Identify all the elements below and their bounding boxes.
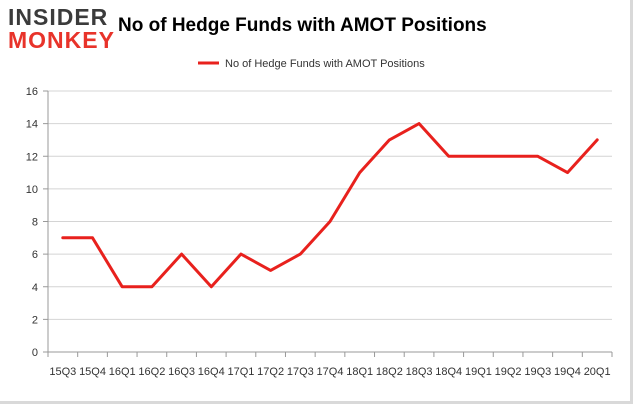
y-tick-label: 0	[32, 347, 38, 359]
x-tick-label: 15Q3	[49, 366, 76, 378]
data-point	[477, 155, 480, 158]
data-point	[239, 252, 243, 256]
x-tick-labels: 15Q3 15Q4 16Q1 16Q2 16Q3 16Q4 17Q1 17Q2 17Q3 17Q4…	[49, 366, 610, 378]
y-tick-label: 2	[32, 314, 38, 326]
x-tick-label: 17Q4	[317, 366, 344, 378]
x-tick-label: 18Q2	[376, 366, 403, 378]
data-point	[269, 269, 272, 272]
x-tick-label: 20Q1	[584, 366, 611, 378]
data-point	[210, 285, 213, 288]
x-tick-label: 19Q4	[554, 366, 581, 378]
data-point	[61, 236, 65, 240]
x-tick-label: 16Q3	[168, 366, 195, 378]
logo-line-1: INSIDER	[8, 4, 109, 30]
legend: No of Hedge Funds with AMOT Positions	[198, 58, 425, 70]
chart-title: No of Hedge Funds with AMOT Positions	[118, 15, 487, 36]
y-tick-label: 14	[26, 119, 38, 131]
y-tick-labels: 0 2 4 6 8 10 12 14 16	[26, 86, 38, 359]
x-tick-label: 17Q2	[257, 366, 284, 378]
data-point	[121, 285, 124, 288]
data-point	[388, 138, 391, 142]
insider-monkey-logo: INSIDER MONKEY	[8, 2, 116, 54]
data-point	[566, 171, 569, 174]
x-tick-label: 16Q4	[198, 366, 225, 378]
data-point	[447, 155, 450, 158]
data-point	[299, 252, 302, 256]
x-tick-label: 18Q3	[406, 366, 433, 378]
data-point	[150, 285, 154, 288]
x-tick-label: 16Q1	[109, 366, 136, 378]
series-lines	[61, 122, 599, 289]
data-point	[180, 252, 183, 256]
x-tick-label: 18Q1	[346, 366, 373, 378]
data-point	[417, 122, 421, 125]
data-point	[506, 155, 510, 158]
data-point	[595, 138, 599, 142]
data-point	[91, 236, 94, 240]
y-tick-label: 12	[26, 151, 38, 163]
x-tick-label: 16Q2	[138, 366, 165, 378]
x-tick-label: 18Q4	[435, 366, 462, 378]
logo-line-2: MONKEY	[8, 27, 115, 53]
x-tick-label: 15Q4	[79, 366, 106, 378]
data-point	[536, 155, 539, 158]
y-tick-label: 4	[32, 282, 38, 294]
grid-lines	[48, 90, 612, 320]
series-line	[61, 122, 599, 289]
data-point	[328, 220, 332, 223]
x-tick-label: 19Q3	[524, 366, 551, 378]
x-tick-label: 19Q1	[465, 366, 492, 378]
legend-label: No of Hedge Funds with AMOT Positions	[225, 58, 425, 70]
x-tick-label: 17Q3	[287, 366, 314, 378]
data-point	[358, 171, 361, 174]
y-tick-label: 16	[26, 86, 38, 98]
y-tick-label: 8	[32, 217, 38, 229]
y-tick-label: 6	[32, 249, 38, 261]
x-tick-label: 17Q1	[227, 366, 254, 378]
y-tick-label: 10	[26, 184, 38, 196]
x-tick-label: 19Q2	[495, 366, 522, 378]
axes	[43, 90, 613, 357]
